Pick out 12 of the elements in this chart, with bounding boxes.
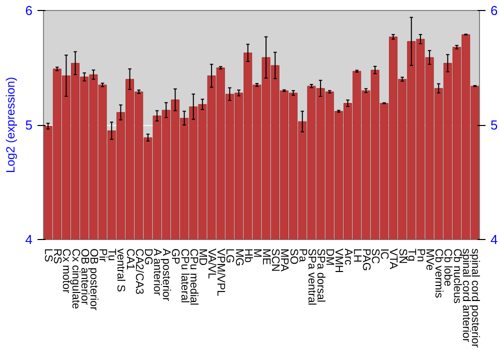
x-tick-label: SO [287,248,300,265]
y2-tick-label: 6 [490,3,498,18]
y-tick-label: 4 [25,232,33,247]
x-tick-label: VA/VL [206,248,218,279]
y-tick-label: 5 [25,118,33,132]
y2-tick-label: 5 [490,118,498,132]
x-tick-label: SC [369,248,382,264]
x-tick-label: LG [224,248,236,264]
y-axis-title: Log2 (expression) [3,76,18,174]
x-tick-label: LS [42,248,54,262]
y-tick-label: 6 [25,3,33,18]
y2-tick-label: 4 [490,232,498,247]
